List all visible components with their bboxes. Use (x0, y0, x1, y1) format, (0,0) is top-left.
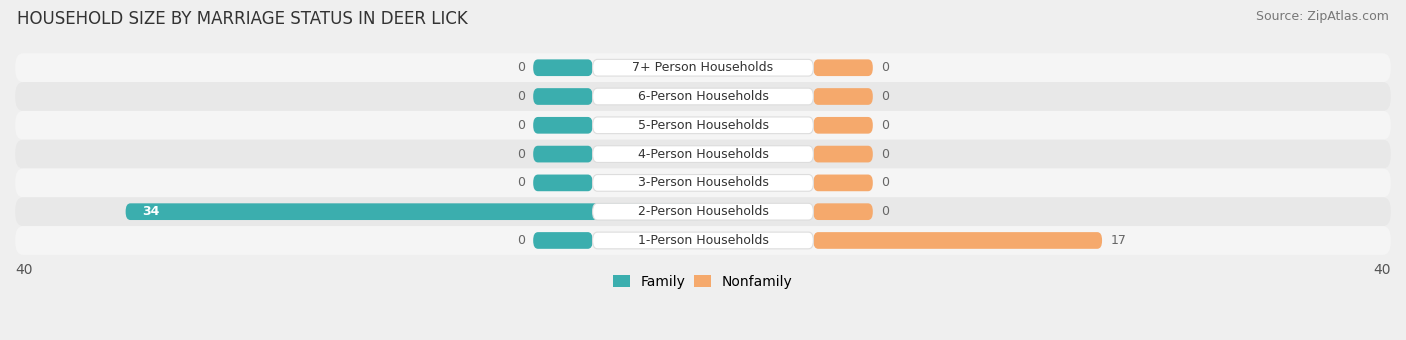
FancyBboxPatch shape (592, 146, 814, 163)
FancyBboxPatch shape (15, 53, 1391, 82)
FancyBboxPatch shape (15, 140, 1391, 169)
FancyBboxPatch shape (592, 117, 814, 134)
FancyBboxPatch shape (592, 59, 814, 76)
FancyBboxPatch shape (814, 59, 873, 76)
Text: 17: 17 (1111, 234, 1126, 247)
Text: 3-Person Households: 3-Person Households (637, 176, 769, 189)
Text: 0: 0 (516, 176, 524, 189)
Text: 0: 0 (882, 176, 890, 189)
FancyBboxPatch shape (533, 146, 592, 163)
Text: 0: 0 (882, 205, 890, 218)
FancyBboxPatch shape (592, 203, 814, 220)
Text: HOUSEHOLD SIZE BY MARRIAGE STATUS IN DEER LICK: HOUSEHOLD SIZE BY MARRIAGE STATUS IN DEE… (17, 10, 468, 28)
FancyBboxPatch shape (592, 88, 814, 105)
Text: 1-Person Households: 1-Person Households (637, 234, 769, 247)
FancyBboxPatch shape (533, 117, 592, 134)
FancyBboxPatch shape (814, 88, 873, 105)
Text: 7+ Person Households: 7+ Person Households (633, 61, 773, 74)
FancyBboxPatch shape (814, 232, 1102, 249)
FancyBboxPatch shape (592, 174, 814, 191)
FancyBboxPatch shape (814, 146, 873, 163)
FancyBboxPatch shape (125, 203, 703, 220)
FancyBboxPatch shape (15, 197, 1391, 226)
FancyBboxPatch shape (533, 59, 592, 76)
Text: 0: 0 (516, 148, 524, 160)
Text: 4-Person Households: 4-Person Households (637, 148, 769, 160)
FancyBboxPatch shape (15, 226, 1391, 255)
FancyBboxPatch shape (15, 111, 1391, 140)
FancyBboxPatch shape (814, 174, 873, 191)
Text: 0: 0 (516, 234, 524, 247)
Text: 0: 0 (516, 119, 524, 132)
FancyBboxPatch shape (15, 82, 1391, 111)
Text: 0: 0 (882, 90, 890, 103)
Text: 0: 0 (516, 61, 524, 74)
FancyBboxPatch shape (814, 203, 873, 220)
Legend: Family, Nonfamily: Family, Nonfamily (607, 269, 799, 294)
Text: 34: 34 (142, 205, 160, 218)
FancyBboxPatch shape (15, 169, 1391, 197)
FancyBboxPatch shape (814, 117, 873, 134)
Text: 0: 0 (882, 119, 890, 132)
FancyBboxPatch shape (533, 174, 592, 191)
Text: 5-Person Households: 5-Person Households (637, 119, 769, 132)
FancyBboxPatch shape (533, 88, 592, 105)
Text: 0: 0 (882, 148, 890, 160)
Text: Source: ZipAtlas.com: Source: ZipAtlas.com (1256, 10, 1389, 23)
Text: 2-Person Households: 2-Person Households (637, 205, 769, 218)
FancyBboxPatch shape (592, 232, 814, 249)
FancyBboxPatch shape (533, 232, 592, 249)
Text: 0: 0 (882, 61, 890, 74)
Text: 0: 0 (516, 90, 524, 103)
Text: 6-Person Households: 6-Person Households (637, 90, 769, 103)
